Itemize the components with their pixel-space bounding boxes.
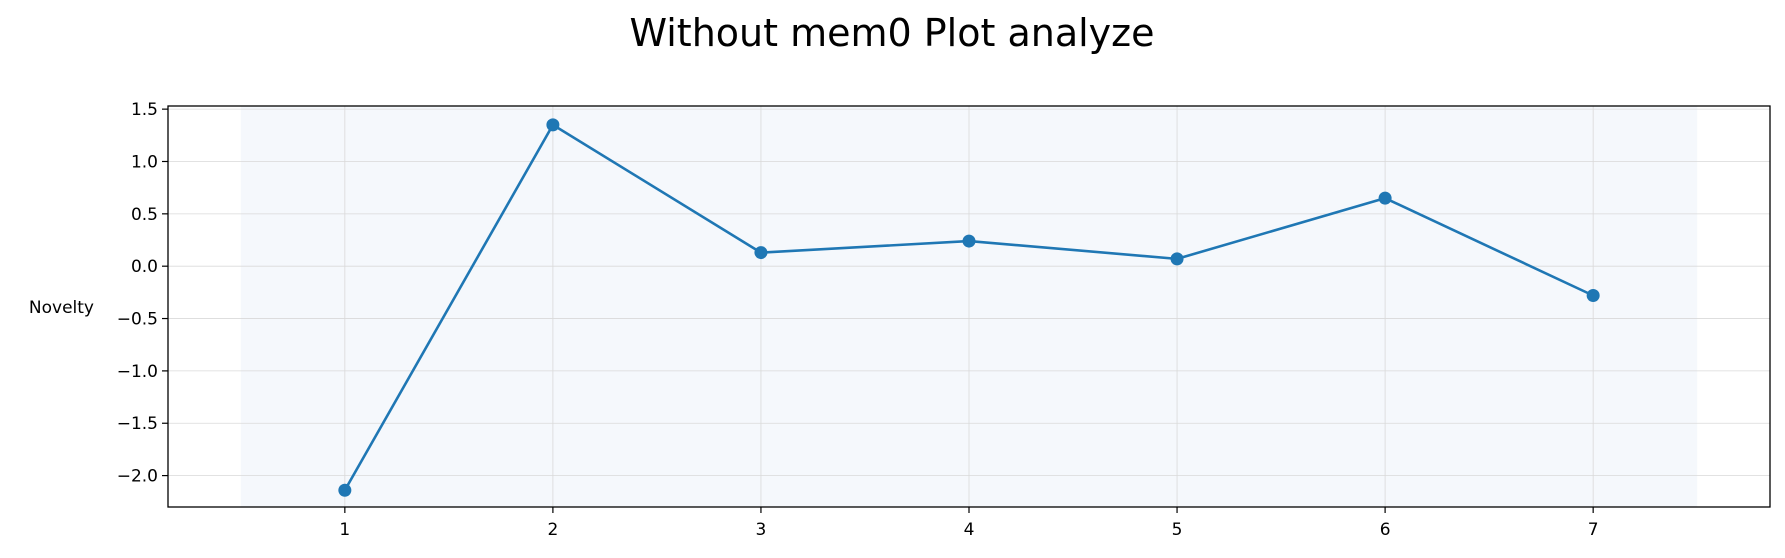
chart-title: Without mem0 Plot analyze (630, 11, 1155, 55)
y-axis-label: Novelty (29, 298, 94, 318)
x-tick-label: 3 (756, 520, 767, 540)
x-tick-label: 7 (1588, 520, 1599, 540)
x-tick-label: 6 (1380, 520, 1391, 540)
y-tick-label: −2.0 (117, 467, 158, 487)
data-point (546, 118, 560, 132)
y-tick-label: 0.0 (131, 257, 158, 277)
data-point (1586, 289, 1600, 303)
data-point (1170, 252, 1184, 266)
y-tick-label: −1.5 (117, 414, 158, 434)
y-tick-label: −1.0 (117, 362, 158, 382)
x-tick-label: 5 (1172, 520, 1183, 540)
x-tick-label: 1 (339, 520, 350, 540)
y-tick-label: 1.0 (131, 152, 158, 172)
y-tick-label: 0.5 (131, 205, 158, 225)
plot-area: 1 2 3 4 5 6 7 −2.0 −1.5 −1.0 −0.5 0.0 0.5 1.0 1.5 (117, 100, 1771, 540)
data-point (962, 234, 976, 248)
x-tick-label: 4 (964, 520, 975, 540)
data-point (754, 246, 768, 260)
y-tick-label: 1.5 (131, 100, 158, 120)
y-tick-label: −0.5 (117, 310, 158, 330)
data-point (1378, 191, 1392, 205)
x-tick-label: 2 (547, 520, 558, 540)
data-point (338, 483, 352, 497)
